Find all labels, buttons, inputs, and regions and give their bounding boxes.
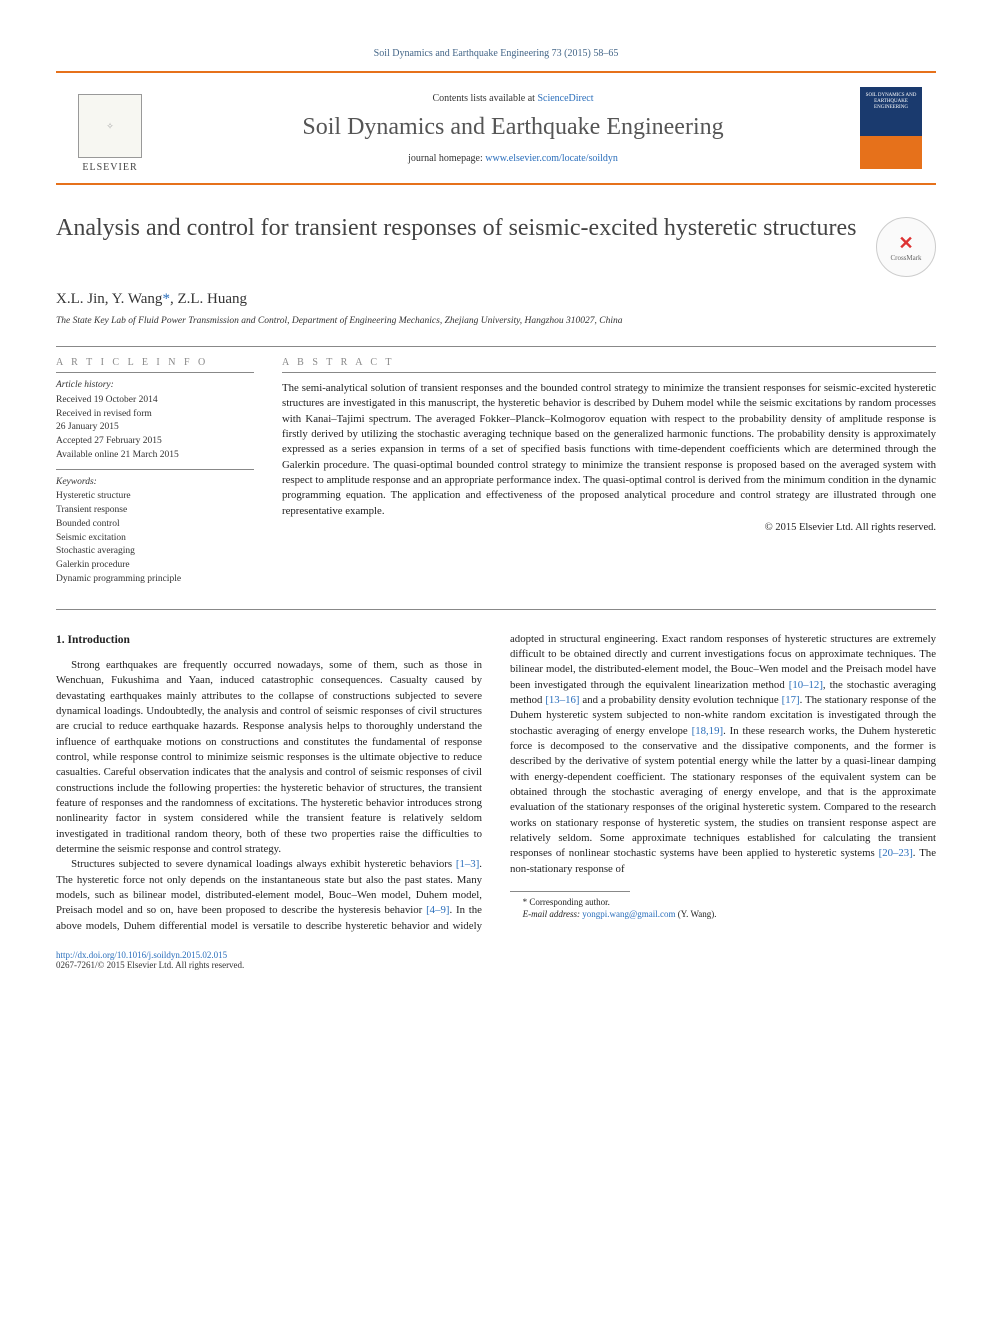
history-line: Accepted 27 February 2015	[56, 435, 254, 449]
contents-line: Contents lists available at ScienceDirec…	[166, 93, 860, 104]
ref-link[interactable]: [17]	[782, 694, 800, 706]
history-heading: Article history:	[56, 379, 254, 393]
affiliation: The State Key Lab of Fluid Power Transmi…	[56, 316, 936, 326]
elsevier-logo: ✧ ELSEVIER	[70, 83, 150, 173]
article-info-label: A R T I C L E I N F O	[56, 357, 254, 368]
divider	[56, 469, 254, 470]
body-columns: 1. Introduction Strong earthquakes are f…	[56, 632, 936, 934]
keyword: Transient response	[56, 504, 254, 518]
keyword: Hysteretic structure	[56, 490, 254, 504]
keyword: Stochastic averaging	[56, 545, 254, 559]
text-run: and a probability density evolution tech…	[580, 694, 782, 706]
text-run: . In these research works, the Duhem hys…	[510, 725, 936, 860]
history-line: Received 19 October 2014	[56, 394, 254, 408]
sciencedirect-link[interactable]: ScienceDirect	[537, 93, 593, 104]
ref-link[interactable]: [1–3]	[456, 858, 479, 870]
paper-title: Analysis and control for transient respo…	[56, 213, 860, 244]
abstract-label: A B S T R A C T	[282, 357, 936, 368]
journal-title: Soil Dynamics and Earthquake Engineering	[166, 114, 860, 141]
keyword: Seismic excitation	[56, 532, 254, 546]
keywords-list: Hysteretic structure Transient response …	[56, 490, 254, 586]
ref-link[interactable]: [18,19]	[692, 725, 723, 737]
crossmark-badge[interactable]: ✕ CrossMark	[876, 217, 936, 277]
masthead-center: Contents lists available at ScienceDirec…	[166, 93, 860, 164]
journal-header: Soil Dynamics and Earthquake Engineering…	[56, 48, 936, 59]
email-label: E-mail address:	[523, 909, 583, 919]
masthead: ✧ ELSEVIER Contents lists available at S…	[56, 71, 936, 185]
history-line: 26 January 2015	[56, 421, 254, 435]
abstract-text: The semi-analytical solution of transien…	[282, 381, 936, 519]
ref-link[interactable]: [13–16]	[545, 694, 579, 706]
contents-text: Contents lists available at	[432, 93, 537, 104]
bottom-meta: http://dx.doi.org/10.1016/j.soildyn.2015…	[56, 950, 936, 970]
keywords-heading: Keywords:	[56, 476, 254, 490]
crossmark-label: CrossMark	[890, 254, 921, 262]
footnote-corresponding: * Corresponding author.	[510, 896, 936, 908]
keyword: Galerkin procedure	[56, 559, 254, 573]
issn-line: 0267-7261/© 2015 Elsevier Ltd. All right…	[56, 960, 936, 970]
history-line: Available online 21 March 2015	[56, 449, 254, 463]
ref-link[interactable]: [10–12]	[789, 679, 823, 691]
email-link[interactable]: yongpi.wang@gmail.com	[582, 909, 675, 919]
elsevier-label: ELSEVIER	[82, 162, 137, 173]
divider	[56, 346, 936, 347]
cover-text: SOIL DYNAMICS AND EARTHQUAKE ENGINEERING	[860, 93, 922, 111]
abstract-column: A B S T R A C T The semi-analytical solu…	[282, 357, 936, 587]
crossmark-icon: ✕	[898, 233, 913, 254]
divider	[282, 372, 936, 373]
homepage-link[interactable]: www.elsevier.com/locate/soildyn	[485, 153, 618, 164]
doi-link[interactable]: http://dx.doi.org/10.1016/j.soildyn.2015…	[56, 950, 227, 960]
intro-paragraph-1: Strong earthquakes are frequently occurr…	[56, 658, 482, 857]
keyword: Bounded control	[56, 518, 254, 532]
intro-heading: 1. Introduction	[56, 632, 482, 648]
divider	[56, 372, 254, 373]
ref-link[interactable]: [4–9]	[426, 904, 449, 916]
ref-link[interactable]: [20–23]	[879, 847, 913, 859]
elsevier-tree-icon: ✧	[78, 94, 142, 158]
authors-part-1: X.L. Jin, Y. Wang	[56, 291, 162, 307]
homepage-line: journal homepage: www.elsevier.com/locat…	[166, 153, 860, 164]
journal-cover-icon: SOIL DYNAMICS AND EARTHQUAKE ENGINEERING	[860, 87, 922, 169]
keyword: Dynamic programming principle	[56, 573, 254, 587]
homepage-text: journal homepage:	[408, 153, 485, 164]
copyright: © 2015 Elsevier Ltd. All rights reserved…	[282, 522, 936, 533]
corresponding-marker[interactable]: *	[162, 291, 170, 307]
authors-part-2: , Z.L. Huang	[170, 291, 247, 307]
divider	[56, 609, 936, 610]
email-tail: (Y. Wang).	[676, 909, 717, 919]
authors: X.L. Jin, Y. Wang*, Z.L. Huang	[56, 291, 936, 308]
article-info-column: A R T I C L E I N F O Article history: R…	[56, 357, 254, 587]
article-history: Article history: Received 19 October 201…	[56, 379, 254, 587]
history-line: Received in revised form	[56, 408, 254, 422]
text-run: Structures subjected to severe dynamical…	[71, 858, 456, 870]
footnote-divider	[510, 891, 630, 892]
footnote-email: E-mail address: yongpi.wang@gmail.com (Y…	[510, 908, 936, 920]
